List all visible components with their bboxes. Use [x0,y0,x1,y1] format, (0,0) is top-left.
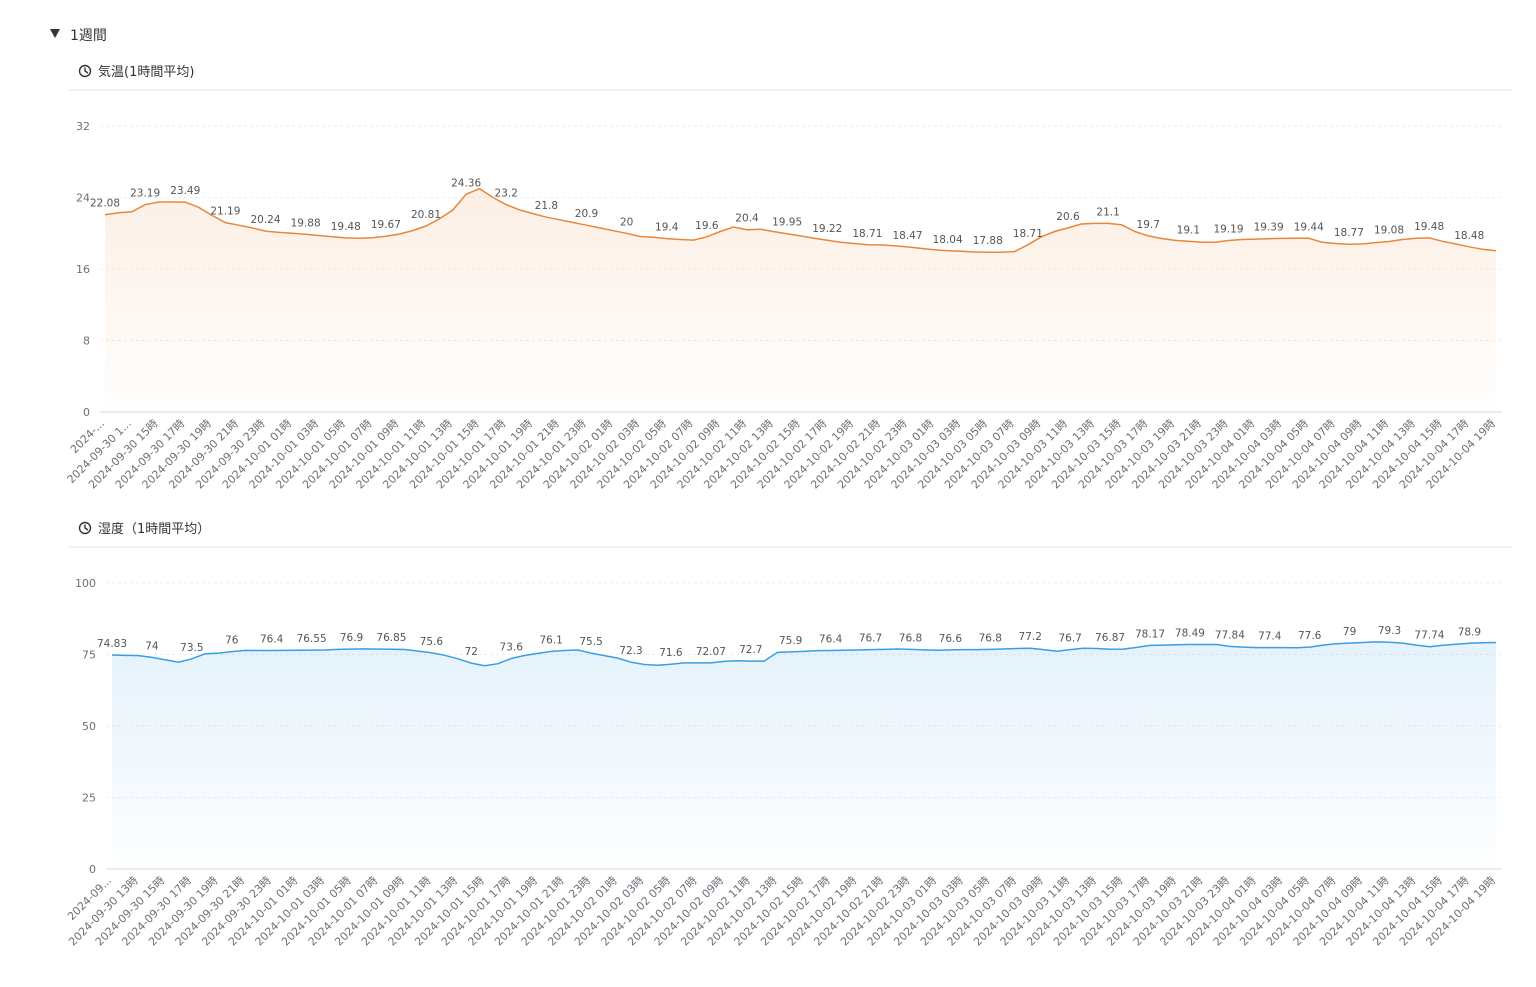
data-label: 20 [620,216,633,228]
chart-heading: 湿度（1時間平均） [78,521,210,537]
data-label: 24.36 [451,177,481,189]
chart-title: 気温(1時間平均) [98,64,194,80]
data-label: 20.24 [250,214,280,226]
y-tick-label: 25 [82,792,96,805]
data-label: 23.19 [130,188,160,200]
data-label: 19.08 [1374,224,1404,236]
data-label: 76.6 [939,633,963,645]
data-label: 19.88 [291,217,321,229]
data-label: 18.71 [852,228,882,240]
y-tick-label: 100 [75,577,96,590]
data-label: 77.4 [1258,631,1282,643]
y-tick-label: 75 [82,649,96,662]
data-label: 76.55 [297,633,327,645]
data-label: 77.74 [1414,630,1444,642]
section-title: 1週間 [70,28,107,44]
data-label: 19.48 [331,221,361,233]
data-label: 21.8 [535,200,558,212]
data-label: 19.19 [1213,223,1243,235]
data-label: 76.4 [819,633,843,645]
data-label: 72.7 [739,644,762,656]
y-tick-label: 16 [76,263,90,276]
data-label: 18.48 [1454,230,1484,242]
area [105,188,1496,412]
data-label: 76.9 [340,632,363,644]
data-label: 77.6 [1298,630,1322,642]
data-label: 79.3 [1378,625,1401,637]
data-label: 77.84 [1215,629,1245,641]
data-label: 76.7 [1058,633,1081,645]
data-label: 18.47 [892,230,922,242]
data-label: 78.49 [1175,628,1205,640]
data-label: 76.1 [539,634,562,646]
data-label: 75.6 [420,636,444,648]
data-label: 78.9 [1458,626,1481,638]
data-label: 72.07 [696,646,726,658]
data-label: 75.5 [579,636,602,648]
data-label: 20.9 [575,208,598,220]
y-tick-label: 32 [76,120,90,133]
data-label: 71.6 [659,647,683,659]
data-label: 76.4 [260,633,284,645]
chart-title: 湿度（1時間平均） [98,521,210,537]
chart-heading: 気温(1時間平均) [78,64,194,80]
data-label: 18.71 [1013,228,1043,240]
y-tick-label: 0 [89,863,96,876]
data-label: 20.81 [411,209,441,221]
data-label: 21.19 [210,206,240,218]
data-label: 19.67 [371,219,401,231]
data-label: 19.6 [695,220,719,232]
y-tick-label: 24 [76,192,90,205]
data-label: 72 [465,646,478,658]
data-label: 75.9 [779,635,802,647]
data-label: 74 [145,640,159,652]
y-tick-label: 50 [82,720,96,733]
data-label: 76.85 [376,632,406,644]
data-label: 76.8 [979,632,1002,644]
data-label: 21.1 [1096,206,1119,218]
data-label: 76.87 [1095,632,1125,644]
data-label: 19.48 [1414,221,1444,233]
data-label: 17.88 [973,235,1003,247]
data-label: 73.5 [180,642,203,654]
y-tick-label: 8 [83,335,90,348]
area [112,641,1496,869]
data-label: 72.3 [619,645,642,657]
data-label: 78.17 [1135,628,1165,640]
data-label: 19.4 [655,222,679,234]
data-label: 76.7 [859,633,882,645]
data-label: 19.44 [1294,221,1324,233]
data-label: 19.1 [1177,224,1200,236]
data-label: 18.04 [933,234,963,246]
line [111,641,1497,667]
data-label: 23.2 [495,188,518,200]
data-label: 74.83 [97,638,127,650]
data-label: 73.6 [500,642,524,654]
data-label: 76 [225,635,239,647]
data-label: 20.4 [735,213,759,225]
data-label: 19.7 [1137,219,1160,231]
line [104,187,1497,253]
data-label: 19.95 [772,217,802,229]
data-label: 76.8 [899,632,922,644]
data-label: 19.22 [812,223,842,235]
collapse-toggle[interactable] [50,29,60,38]
data-label: 18.77 [1334,227,1364,239]
data-label: 22.08 [90,198,120,210]
data-label: 19.39 [1254,222,1284,234]
data-label: 77.2 [1019,631,1042,643]
data-label: 79 [1343,626,1356,638]
y-tick-label: 0 [83,406,90,419]
data-label: 23.49 [170,185,200,197]
data-label: 20.6 [1056,211,1080,223]
